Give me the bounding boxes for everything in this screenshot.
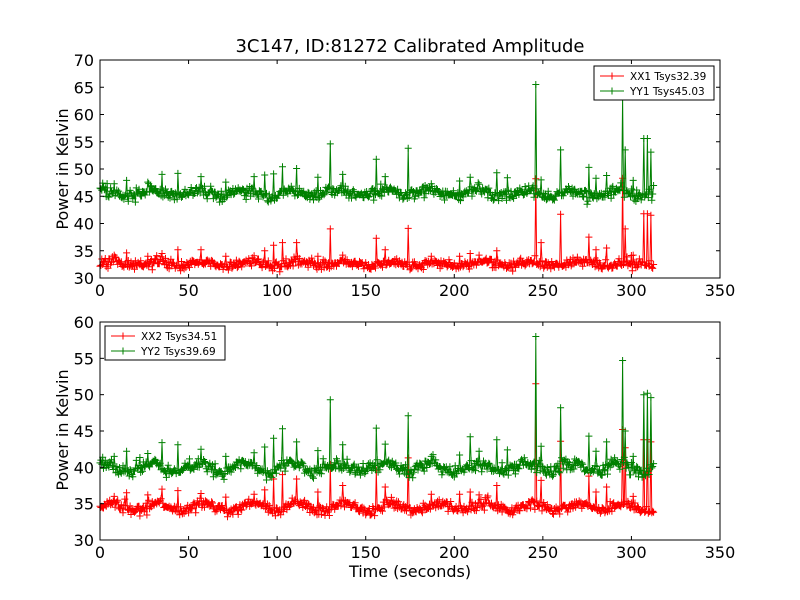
y-tick-label: 55	[74, 133, 94, 152]
legend-label: YY2 Tsys39.69	[140, 346, 216, 358]
legend-marker	[608, 72, 616, 80]
legend-label: XX1 Tsys32.39	[630, 71, 706, 83]
x-tick-label: 50	[178, 281, 198, 300]
y-tick-label: 50	[74, 160, 94, 179]
y-tick-label: 45	[74, 422, 94, 441]
subplot-top: 3C147, ID:81272 Calibrated Amplitude Pow…	[53, 36, 735, 300]
x-tick-label: 100	[262, 543, 293, 562]
x-tick-label: 100	[262, 281, 293, 300]
y-tick-label: 65	[74, 78, 94, 97]
legend-marker	[119, 332, 127, 340]
y-tick-label: 55	[74, 349, 94, 368]
x-tick-label: 300	[616, 543, 647, 562]
x-tick-label: 250	[528, 281, 559, 300]
series-layer	[96, 333, 658, 521]
y-axis-label: Power in Kelvin	[53, 369, 72, 490]
legend-entry: YY2 Tsys39.69	[111, 346, 216, 358]
x-tick-label: 350	[705, 543, 736, 562]
legend: XX1 Tsys32.39 YY1 Tsys45.03	[593, 65, 715, 101]
y-tick-label: 30	[74, 531, 94, 550]
y-tick-label: 35	[74, 242, 94, 261]
legend-label: YY1 Tsys45.03	[629, 86, 705, 98]
x-tick-label: 350	[705, 281, 736, 300]
x-tick-label: 250	[528, 543, 559, 562]
series	[96, 81, 658, 208]
y-tick-label: 40	[74, 458, 94, 477]
x-tick-label: 0	[95, 281, 105, 300]
y-tick-label: 60	[74, 106, 94, 125]
legend-marker	[119, 347, 127, 355]
y-tick-label: 60	[74, 313, 94, 332]
x-tick-label: 50	[178, 543, 198, 562]
x-tick-label: 150	[350, 281, 381, 300]
legend-entry: XX1 Tsys32.39	[600, 71, 706, 83]
axis-ticks: 0 50 100 150 200 250 300 350 30 35 40 45 50 55 60 65 70	[74, 51, 736, 300]
y-tick-label: 40	[74, 215, 94, 234]
legend-entry: YY1 Tsys45.03	[600, 86, 705, 98]
y-tick-label: 30	[74, 269, 94, 288]
subplot-bottom: Power in Kelvin Time (seconds) 0 50 100 150…	[53, 313, 735, 581]
x-tick-label: 300	[616, 281, 647, 300]
y-tick-label: 70	[74, 51, 94, 70]
y-tick-label: 45	[74, 187, 94, 206]
chart-title: 3C147, ID:81272 Calibrated Amplitude	[235, 36, 584, 57]
y-tick-label: 50	[74, 386, 94, 405]
legend-marker	[608, 87, 616, 95]
legend-box	[104, 325, 226, 361]
x-tick-label: 0	[95, 543, 105, 562]
x-tick-label: 200	[439, 543, 470, 562]
axis-ticks: 0 50 100 150 200 250 300 350 30 35 40 45 50 55 60	[74, 313, 736, 562]
x-axis-label: Time (seconds)	[348, 562, 471, 581]
legend-entry: XX2 Tsys34.51	[111, 331, 217, 343]
series-layer	[96, 81, 658, 276]
y-tick-label: 35	[74, 495, 94, 514]
series-markers	[96, 81, 658, 208]
legend-label: XX2 Tsys34.51	[141, 331, 217, 343]
legend-box	[593, 65, 715, 101]
x-tick-label: 150	[350, 543, 381, 562]
legend: XX2 Tsys34.51 YY2 Tsys39.69	[104, 325, 226, 361]
y-axis-label: Power in Kelvin	[53, 108, 72, 229]
x-tick-label: 200	[439, 281, 470, 300]
